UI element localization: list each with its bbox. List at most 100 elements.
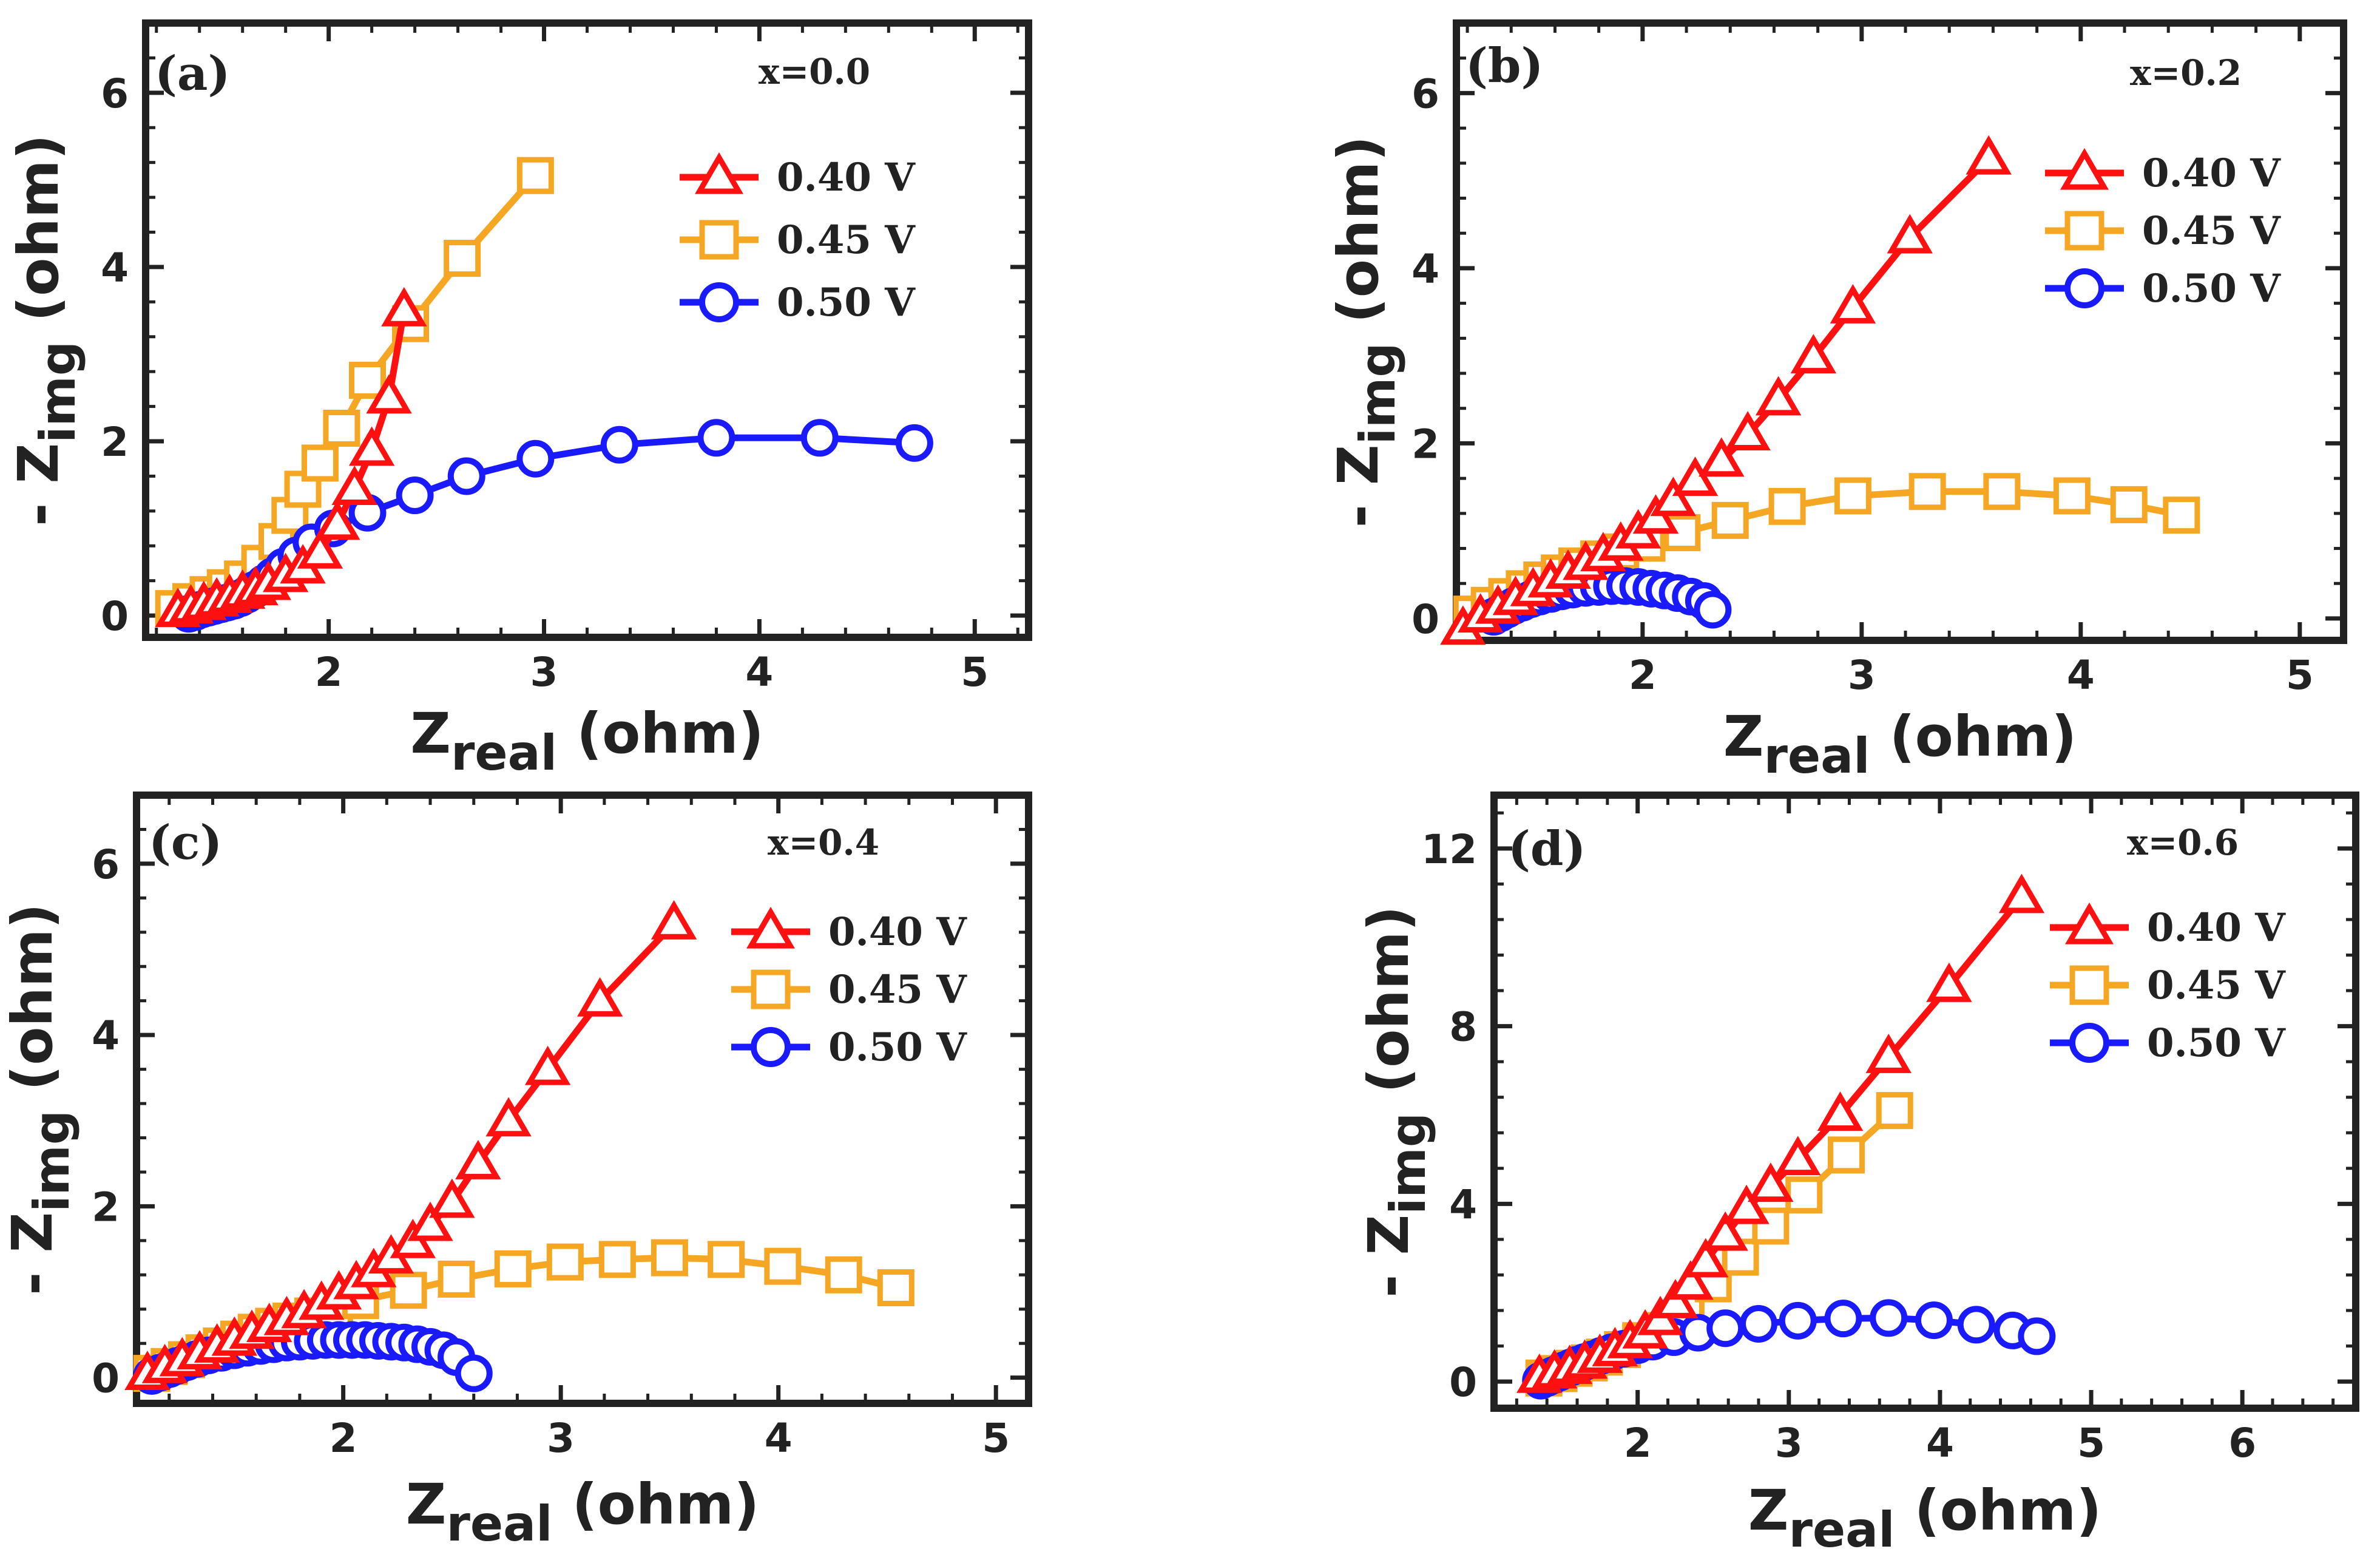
data-point: [396, 476, 434, 515]
data-point: [381, 286, 427, 327]
data-point: [1966, 135, 2012, 175]
data-point: [825, 1256, 862, 1293]
x-tick-label: 3: [1775, 1420, 1803, 1466]
data-point: [1785, 1176, 1823, 1214]
composition-annotation: x=0.6: [2127, 822, 2239, 863]
data-point: [651, 1239, 688, 1277]
legend-marker: [2064, 211, 2104, 251]
data-point: [429, 1178, 475, 1218]
legend-label: 0.45 V: [828, 967, 967, 1012]
data-point: [1775, 1136, 1821, 1176]
x-axis-title-main: Z: [410, 701, 451, 766]
data-point: [708, 1241, 745, 1278]
composition-annotation: x=0.2: [2130, 52, 2242, 93]
legend: 0.40 V 0.45 V 0.50 V: [2050, 902, 2286, 1066]
data-point: [1834, 477, 1871, 515]
data-point: [516, 439, 555, 478]
data-point: [1768, 487, 1806, 525]
data-point: [1983, 473, 2021, 510]
plot-frame: [133, 792, 1032, 1407]
y-tick-label: 6: [92, 841, 120, 888]
data-point: [1915, 1301, 1953, 1340]
composition-annotation: x=0.4: [768, 822, 879, 863]
data-point: [1672, 456, 1719, 497]
data-point: [1790, 334, 1837, 374]
data-point: [2163, 497, 2200, 534]
y-tick-label: 4: [92, 1012, 120, 1059]
data-point: [455, 1139, 501, 1179]
legend-label: 0.50 V: [2142, 266, 2281, 311]
legend: 0.40 V 0.45 V 0.50 V: [2045, 147, 2281, 311]
legend: 0.40 V 0.45 V 0.50 V: [680, 152, 916, 325]
data-point: [444, 240, 481, 277]
y-axis-title-prefix: - Z: [0, 1212, 65, 1295]
x-tick-label: 5: [2077, 1420, 2105, 1466]
y-axis-title: - Zimg (ohm): [1356, 906, 1436, 1298]
legend-label: 0.50 V: [777, 280, 916, 325]
composition-annotation: x=0.0: [759, 51, 870, 92]
x-tick-label: 4: [2067, 652, 2095, 699]
legend-label: 0.45 V: [777, 217, 916, 263]
x-axis-title: Zreal (ohm): [1748, 1478, 2102, 1558]
x-axis-title: Zreal (ohm): [410, 701, 764, 781]
data-series: [124, 900, 697, 1391]
legend-marker: [2064, 268, 2104, 308]
plot-frame: [1453, 19, 2347, 644]
y-tick-label: 0: [1449, 1359, 1477, 1406]
panel-label: (d): [1508, 821, 1586, 876]
y-axis-title-unit: (ohm): [6, 134, 71, 341]
y-tick-label: 12: [1421, 826, 1477, 873]
legend-marker: [2069, 965, 2109, 1005]
legend-label: 0.40 V: [2147, 905, 2286, 951]
data-point: [447, 457, 485, 495]
x-tick-label: 4: [765, 1415, 793, 1462]
data-point: [1650, 476, 1697, 517]
data-point: [1887, 214, 1933, 254]
x-tick-label: 2: [1629, 652, 1657, 699]
data-point: [1694, 591, 1732, 629]
x-axis-title-sub: real: [446, 1496, 552, 1552]
data-point: [1748, 1162, 1794, 1202]
data-point: [1870, 1299, 1908, 1337]
legend-label: 0.45 V: [2147, 963, 2286, 1008]
x-axis-title: Zreal (ohm): [406, 1472, 760, 1552]
x-axis-title-sub: real: [1788, 1502, 1895, 1558]
data-point: [1725, 411, 1771, 451]
x-axis-title-sub: real: [451, 725, 557, 781]
y-axis-title-sub: img: [1380, 1113, 1436, 1215]
data-point: [349, 362, 387, 399]
legend-label: 0.40 V: [828, 909, 967, 955]
y-tick-label: 0: [1411, 596, 1439, 643]
y-axis-title-prefix: - Z: [6, 443, 71, 526]
data-point: [485, 1097, 532, 1137]
data-point: [1926, 962, 1972, 1002]
legend-marker: [751, 969, 791, 1009]
data-point: [348, 426, 395, 466]
y-axis-title-unit: (ohm): [1356, 906, 1421, 1113]
data-point: [1755, 376, 1802, 416]
x-axis-title-unit: (ohm): [1870, 704, 2077, 769]
x-tick-label: 2: [330, 1415, 357, 1462]
panel-label: (c): [149, 815, 222, 870]
y-axis-title-prefix: - Z: [1356, 1215, 1421, 1298]
data-point: [2018, 1317, 2056, 1355]
y-axis-title: - Zimg (ohm): [6, 134, 86, 526]
data-point: [301, 444, 339, 482]
data-point: [764, 1247, 802, 1285]
x-tick-label: 5: [961, 649, 989, 696]
y-tick-label: 4: [101, 245, 129, 291]
legend-marker: [2060, 147, 2109, 190]
y-axis-title-unit: (ohm): [1326, 136, 1391, 343]
data-point: [1723, 1184, 1770, 1224]
x-axis-title-unit: (ohm): [557, 701, 764, 766]
x-axis-title-unit: (ohm): [1895, 1478, 2102, 1543]
legend-label: 0.45 V: [2142, 208, 2281, 254]
x-tick-label: 5: [982, 1415, 1010, 1462]
y-tick-label: 0: [101, 593, 129, 640]
y-tick-label: 2: [1411, 421, 1439, 467]
y-axis-title-sub: img: [30, 341, 86, 443]
x-tick-label: 6: [2228, 1420, 2256, 1466]
data-point: [1827, 1136, 1865, 1174]
data-point: [697, 419, 735, 457]
